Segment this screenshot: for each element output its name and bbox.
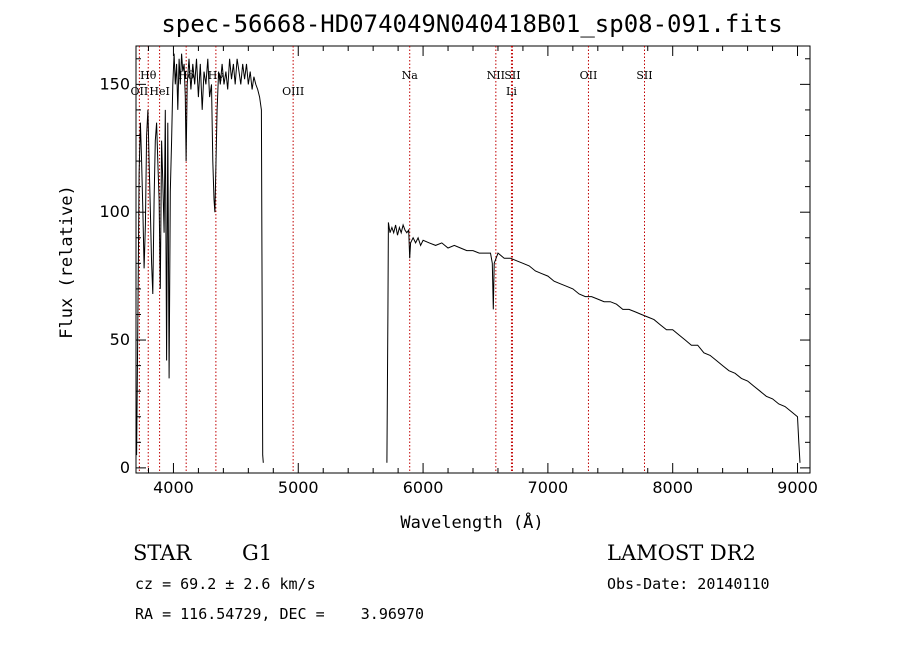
chart-title: spec-56668-HD074049N040418B01_sp08-091.f… <box>161 10 782 38</box>
x-axis-label: Wavelength (Å) <box>400 511 543 533</box>
y-tick-label: 0 <box>120 458 130 477</box>
spectrum-series <box>136 53 801 463</box>
spectral-line-label: OIII <box>282 85 304 98</box>
survey-name: LAMOST DR2 <box>607 541 756 565</box>
spectral-line-label: Li <box>506 85 517 98</box>
plot-frame <box>135 45 811 474</box>
object-subclass: G1 <box>242 541 272 565</box>
y-tick-label: 50 <box>110 330 130 349</box>
plot-border <box>135 45 811 474</box>
coordinates: RA = 116.54729, DEC = 3.96970 <box>135 605 424 623</box>
object-class: STAR <box>133 541 192 565</box>
spectral-line-label: OII <box>580 69 598 82</box>
spectral-line-label: Hγ <box>208 69 225 82</box>
spectrum-line <box>136 53 264 463</box>
spectral-line-label: SII <box>504 69 520 82</box>
spectral-line-label: NII <box>487 69 505 82</box>
spectrum-line <box>386 222 801 463</box>
spectral-line-label: SII <box>636 69 652 82</box>
y-tick-label: 100 <box>99 202 130 221</box>
y-tick-label: 150 <box>99 74 130 93</box>
obs-date: Obs-Date: 20140110 <box>607 575 770 593</box>
x-tick-label: 6000 <box>403 478 444 497</box>
spectral-line-label: Na <box>402 69 419 82</box>
spectral-line-label: HeI <box>149 85 169 98</box>
x-tick-label: 4000 <box>153 478 194 497</box>
y-axis-label: Flux (relative) <box>57 185 77 339</box>
spectral-line-label: Hθ <box>140 69 157 82</box>
x-tick-label: 9000 <box>777 478 818 497</box>
x-tick-label: 7000 <box>528 478 569 497</box>
spectral-line-markers <box>138 46 645 473</box>
axis-ticks: 4000 5000 6000 7000 8000 9000 0 50 100 150 <box>99 46 818 497</box>
x-tick-label: 5000 <box>278 478 319 497</box>
redshift-cz: cz = 69.2 ± 2.6 km/s <box>135 575 316 593</box>
x-tick-label: 8000 <box>652 478 693 497</box>
spectral-line-label: OII <box>131 85 149 98</box>
